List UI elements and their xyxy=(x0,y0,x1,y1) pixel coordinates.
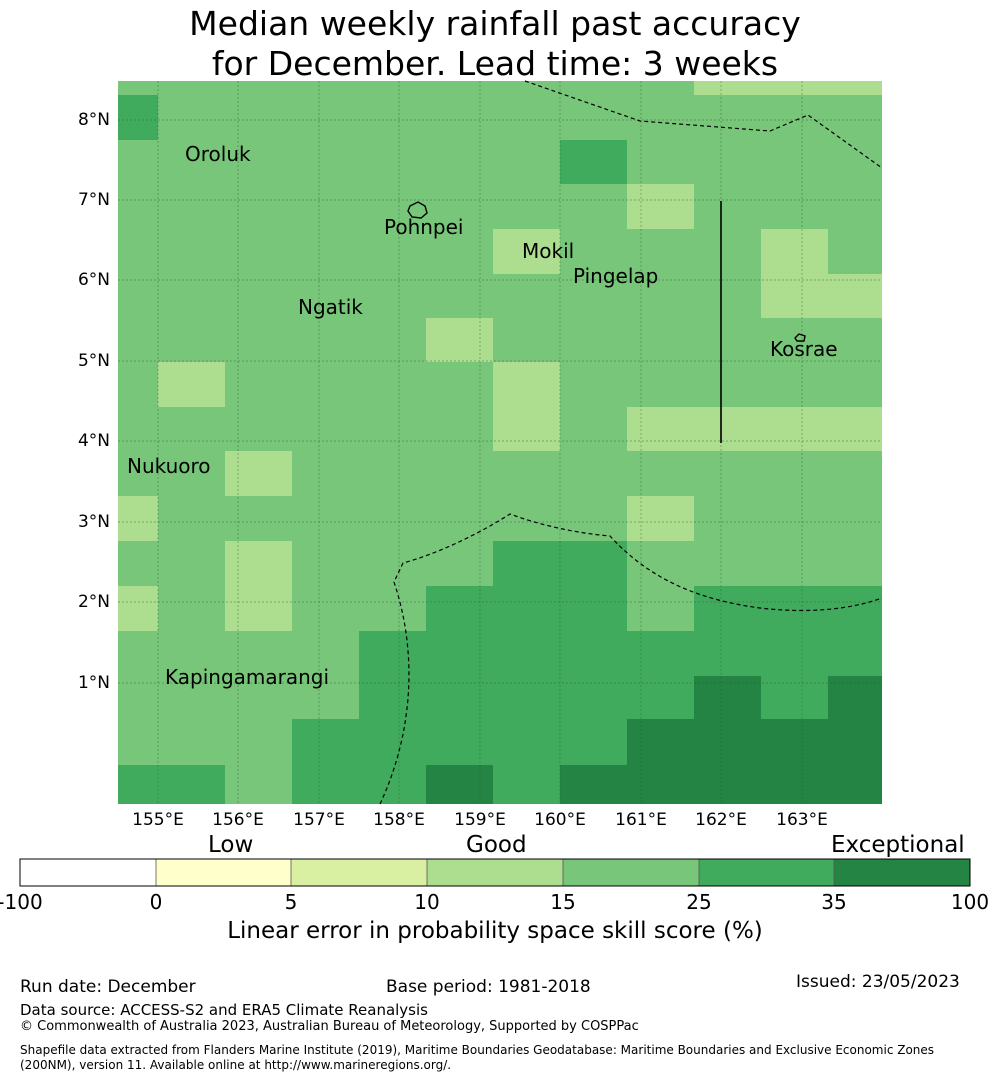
colorbar-category-exceptional: Exceptional xyxy=(831,832,965,858)
copyright: © Commonwealth of Australia 2023, Austra… xyxy=(20,1019,639,1034)
map-title-line-1: Median weekly rainfall past accuracy xyxy=(189,4,801,43)
grid-cell xyxy=(426,318,493,362)
colorbar-tick-5: 5 xyxy=(284,890,298,914)
grid-cell xyxy=(627,719,882,765)
grid-cell xyxy=(225,451,292,496)
colorbar-tick-0: 0 xyxy=(149,890,163,914)
grid-cell xyxy=(627,631,882,676)
grid-cell xyxy=(118,586,158,631)
lon-label-161: 161°E xyxy=(615,810,667,830)
lat-label-7: 7°N xyxy=(77,190,110,210)
colorbar-segment-7 xyxy=(834,859,970,886)
grid-cell xyxy=(118,496,158,541)
grid-cell xyxy=(560,140,627,184)
place-label-oroluk: Oroluk xyxy=(185,142,251,166)
lat-label-5: 5°N xyxy=(77,351,110,371)
grid-cell xyxy=(627,184,694,229)
colorbar-tick-100: 100 xyxy=(950,890,990,914)
colorbar-segment-3 xyxy=(291,859,427,886)
lon-label-159: 159°E xyxy=(454,810,506,830)
run-date: Run date: December xyxy=(20,977,196,997)
grid-cell xyxy=(828,676,882,719)
place-label-pingelap: Pingelap xyxy=(573,264,659,288)
colorbar-segment-1 xyxy=(20,859,156,886)
lat-label-1: 1°N xyxy=(77,673,110,693)
grid-cell xyxy=(694,676,761,719)
grid-cell xyxy=(118,95,158,140)
grid-cell xyxy=(493,541,627,586)
grid-cell xyxy=(493,765,560,804)
islands xyxy=(407,201,806,342)
grid-cell xyxy=(493,229,560,274)
lon-label-157: 157°E xyxy=(293,810,345,830)
grid-cell xyxy=(225,541,292,631)
colorbar-axis-title: Linear error in probability space skill … xyxy=(227,918,763,944)
lon-label-155: 155°E xyxy=(132,810,184,830)
grid-cell xyxy=(761,274,882,318)
lon-label-156: 156°E xyxy=(212,810,264,830)
colorbar-category-good: Good xyxy=(466,832,527,858)
place-label-kapingamarangi: Kapingamarangi xyxy=(165,665,330,689)
grid-cell xyxy=(493,362,560,451)
grid-cell xyxy=(426,586,627,631)
colorbar-tick-minus100: -100 xyxy=(0,890,43,914)
eez-boundaries xyxy=(379,80,883,805)
place-label-kosrae: Kosrae xyxy=(770,337,838,361)
kosrae-island-outline xyxy=(794,333,806,342)
colorbar-segment-2 xyxy=(156,859,291,886)
lon-label-160: 160°E xyxy=(534,810,586,830)
grid-cell xyxy=(292,719,627,765)
pohnpei-island-outline xyxy=(407,201,428,219)
grid-cell xyxy=(158,362,225,407)
grid-cell xyxy=(694,81,882,95)
place-label-mokil: Mokil xyxy=(522,239,575,263)
lat-label-2: 2°N xyxy=(77,592,110,612)
grid-cell xyxy=(694,586,882,631)
graticule xyxy=(118,81,882,804)
skill-grid xyxy=(118,81,882,804)
issued-date: Issued: 23/05/2023 xyxy=(796,972,960,992)
base-period: Base period: 1981-2018 xyxy=(386,977,591,997)
grid-cell xyxy=(627,496,694,541)
colorbar-tick-35: 35 xyxy=(821,890,847,914)
grid-cell xyxy=(426,765,493,804)
grid-cell xyxy=(359,631,627,676)
lat-label-3: 3°N xyxy=(77,512,110,532)
colorbar-tick-25: 25 xyxy=(686,890,712,914)
place-label-pohnpei: Pohnpei xyxy=(384,215,464,239)
colorbar-segment-6 xyxy=(699,859,834,886)
lat-label-6: 6°N xyxy=(77,270,110,290)
grid-cell xyxy=(761,676,828,719)
grid-cell xyxy=(761,229,828,274)
grid-cell xyxy=(292,765,426,804)
grid-cell xyxy=(627,407,882,451)
data-source: Data source: ACCESS-S2 and ERA5 Climate … xyxy=(20,1001,428,1019)
colorbar-category-low: Low xyxy=(208,832,254,858)
colorbar-segment-5 xyxy=(563,859,699,886)
eez-boundary-north xyxy=(524,80,883,169)
colorbar-outline xyxy=(19,858,971,887)
grid-cell xyxy=(118,765,225,804)
map-title-line-2: for December. Lead time: 3 weeks xyxy=(211,44,779,83)
colorbar-segment-4 xyxy=(427,859,563,886)
colorbar-tick-15: 15 xyxy=(550,890,576,914)
lat-label-8: 8°N xyxy=(77,110,110,130)
map-title: Median weekly rainfall past accuracy for… xyxy=(0,4,990,84)
lon-label-163: 163°E xyxy=(776,810,828,830)
grid-cell xyxy=(359,676,694,719)
lat-label-4: 4°N xyxy=(77,431,110,451)
place-label-nukuoro: Nukuoro xyxy=(127,454,211,478)
lon-label-162: 162°E xyxy=(695,810,747,830)
place-label-ngatik: Ngatik xyxy=(298,295,363,319)
colorbar-tick-10: 10 xyxy=(414,890,440,914)
colorbar xyxy=(19,858,971,887)
shapefile-credit: Shapefile data extracted from Flanders M… xyxy=(20,1043,935,1072)
lon-label-158: 158°E xyxy=(373,810,425,830)
eez-boundary-south xyxy=(379,513,883,805)
